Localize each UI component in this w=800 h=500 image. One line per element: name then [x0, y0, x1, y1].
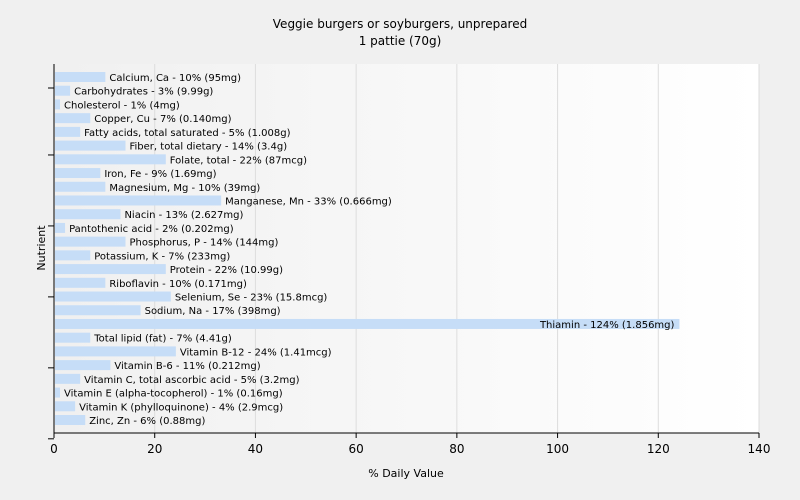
bar-label: Vitamin B-6 - 11% (0.212mg): [114, 361, 260, 372]
x-tick-label: 60: [349, 442, 364, 456]
plot-area: [54, 64, 759, 433]
bar: [55, 401, 76, 412]
bar-label: Riboflavin - 10% (0.171mg): [109, 279, 247, 290]
chart-title: Veggie burgers or soyburgers, unprepared: [273, 17, 527, 31]
bar: [55, 415, 86, 425]
bar: [55, 126, 81, 137]
bar-label: Vitamin B-12 - 24% (1.41mcg): [180, 347, 332, 358]
bar: [55, 99, 61, 110]
bar: [55, 373, 81, 384]
bar: [55, 387, 61, 398]
bar: [55, 209, 121, 220]
bar-label: Fiber, total dietary - 14% (3.4g): [130, 142, 288, 153]
bar: [55, 72, 106, 82]
bar: [55, 332, 91, 343]
x-tick-labels: 0 20 40 60 80 100 120 140: [50, 442, 770, 456]
bar-label: Vitamin K (phylloquinone) - 4% (2.9mcg): [79, 402, 283, 413]
bar-label: Manganese, Mn - 33% (0.666mg): [225, 196, 392, 207]
bar-label: Folate, total - 22% (87mcg): [170, 155, 307, 166]
x-tick-label: 80: [449, 442, 464, 456]
bar-label: Zinc, Zn - 6% (0.88mg): [89, 416, 205, 427]
bar: [55, 305, 141, 316]
x-tick-label: 140: [748, 442, 771, 456]
bar-label: Sodium, Na - 17% (398mg): [145, 306, 281, 317]
grid-lines: [154, 64, 760, 433]
bar-label: Total lipid (fat) - 7% (4.41g): [93, 334, 232, 345]
bar: [55, 264, 166, 275]
bar-label: Iron, Fe - 9% (1.69mg): [104, 169, 216, 180]
bar: [55, 291, 171, 302]
bar: [55, 236, 126, 247]
bar-label: Calcium, Ca - 10% (95mg): [109, 73, 241, 84]
bar-label: Pantothenic acid - 2% (0.202mg): [69, 224, 234, 235]
bar: [55, 360, 111, 371]
y-axis-label: Nutrient: [35, 225, 48, 271]
bar: [55, 277, 106, 288]
bars: Calcium, Ca - 10% (95mg) Carbohydrates - …: [55, 72, 680, 427]
bar-label: Vitamin E (alpha-tocopherol) - 1% (0.16m…: [64, 389, 283, 400]
bar-label: Niacin - 13% (2.627mg): [124, 210, 243, 221]
bar: [55, 168, 101, 179]
axes: [48, 64, 760, 440]
x-tick-label: 20: [147, 442, 162, 456]
bar-label: Thiamin - 124% (1.856mg): [539, 320, 675, 331]
bar-label: Phosphorus, P - 14% (144mg): [130, 238, 279, 249]
bar-label: Carbohydrates - 3% (9.99g): [74, 87, 213, 98]
bar: [55, 85, 71, 96]
bar: [55, 181, 106, 192]
x-tick-label: 100: [546, 442, 569, 456]
bar: [55, 250, 91, 261]
x-tick-label: 120: [647, 442, 670, 456]
bar-label: Potassium, K - 7% (233mg): [94, 251, 230, 262]
bar: [55, 195, 222, 206]
x-axis-label: % Daily Value: [368, 467, 444, 480]
bar-label: Fatty acids, total saturated - 5% (1.008…: [84, 128, 290, 139]
bar: [55, 346, 176, 357]
bar-label: Protein - 22% (10.99g): [170, 265, 283, 276]
bar-label: Magnesium, Mg - 10% (39mg): [109, 183, 260, 194]
bar-label: Selenium, Se - 23% (15.8mcg): [175, 293, 328, 304]
bar: [55, 140, 126, 151]
bar: [55, 222, 66, 233]
x-tick-label: 0: [50, 442, 58, 456]
bar-label: Cholesterol - 1% (4mg): [64, 100, 180, 111]
bar-label: Copper, Cu - 7% (0.140mg): [94, 114, 231, 125]
bar-label: Vitamin C, total ascorbic acid - 5% (3.2…: [84, 375, 299, 386]
bar: [55, 154, 166, 165]
bar: [55, 318, 680, 329]
x-tick-label: 40: [248, 442, 263, 456]
chart-subtitle: 1 pattie (70g): [359, 34, 442, 48]
bar: [55, 113, 91, 124]
